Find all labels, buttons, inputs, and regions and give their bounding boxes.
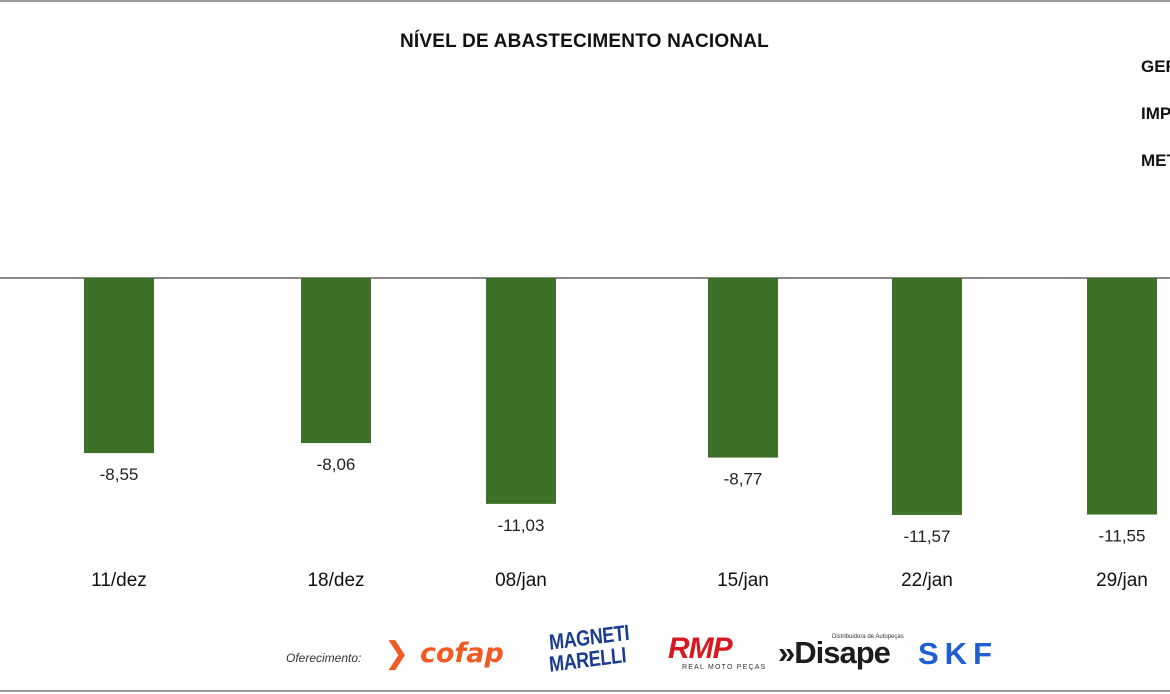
- x-tick-label: 18/dez: [307, 570, 364, 591]
- magneti-marelli-logo: MAGNETI MARELLI: [546, 620, 644, 680]
- skf-logo: SKF: [918, 638, 1028, 672]
- data-label: -8,55: [100, 465, 139, 484]
- rmp-subtitle: REAL MOTO PEÇAS: [682, 664, 767, 671]
- bar-22-jan: [892, 278, 962, 515]
- bar-18-dez: [301, 278, 371, 444]
- data-label: -11,57: [904, 527, 951, 546]
- bar-08-jan: [486, 278, 556, 504]
- bar-29-jan: [1087, 278, 1157, 515]
- frame-top-border: [0, 0, 1170, 2]
- x-tick-label: 29/jan: [1096, 570, 1148, 591]
- sponsor-label: Oferecimento:: [286, 651, 362, 665]
- cofap-logo: ❯ cofap: [384, 636, 530, 672]
- x-tick-label: 22/jan: [901, 570, 953, 591]
- data-label: -8,06: [317, 455, 356, 474]
- frame-bottom-border: [0, 690, 1170, 692]
- cofap-mark-icon: ❯: [384, 636, 410, 671]
- cofap-wordmark: cofap: [420, 638, 504, 669]
- bar-15-jan: [708, 278, 778, 458]
- x-tick-label: 15/jan: [717, 570, 769, 591]
- bar-11-dez: [84, 278, 154, 454]
- x-tick-label: 11/dez: [91, 570, 147, 591]
- disape-tagline: Distribuidora de Autopeças: [832, 634, 904, 640]
- rmp-logo: RMP REAL MOTO PEÇAS: [668, 632, 767, 674]
- chart-title: NÍVEL DE ABASTECIMENTO NACIONAL: [400, 31, 769, 52]
- x-tick-label: 08/jan: [495, 570, 547, 591]
- disape-logo: Distribuidora de Autopeças »Disape: [778, 634, 906, 674]
- data-label: -11,03: [498, 516, 545, 535]
- legend-entry-3: MET: [1141, 151, 1170, 170]
- disape-wordmark: »Disape: [778, 635, 891, 670]
- rmp-wordmark: RMP: [668, 632, 733, 665]
- legend-entry-1: GER: [1141, 57, 1170, 76]
- skf-wordmark: SKF: [918, 636, 998, 671]
- data-label: -11,55: [1099, 527, 1146, 546]
- legend-entry-2: IMP: [1141, 104, 1170, 123]
- data-label: -8,77: [724, 470, 763, 489]
